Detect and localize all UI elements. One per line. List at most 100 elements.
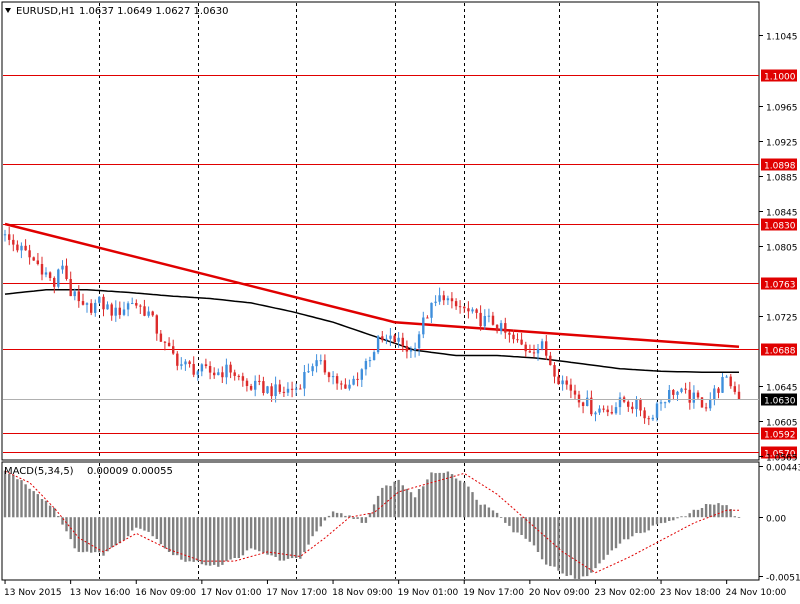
candle-body [368,360,372,362]
candle-body [565,380,568,385]
candle-body [413,348,417,350]
macd-bar [24,484,27,518]
level-label: 1.0898 [764,162,796,172]
macd-bar [143,517,146,531]
macd-bar [721,505,724,518]
candle-body [57,269,60,287]
macd-bar [163,517,167,549]
macd-bar [221,517,224,565]
candle-body [479,312,482,327]
candle-body [147,311,150,316]
candle-body [663,402,667,404]
candle-body [442,295,445,301]
candle-body [700,397,704,408]
macd-bar [40,499,44,518]
macd-bar [44,500,48,518]
macd-bar [520,517,523,535]
macd-bar [725,505,728,518]
candle-body [655,403,659,418]
macd-bar [668,517,671,521]
candle-body [520,339,523,345]
candle-body [3,234,7,236]
candle-body [340,383,343,385]
macd-bar [114,517,117,546]
candle-body [733,386,736,392]
candle-body [44,272,48,275]
candle-body [114,307,117,316]
candle-body [643,410,646,419]
candle-body [586,397,589,406]
candle-body [540,341,544,349]
macd-bar [401,485,404,518]
triangle-down-icon[interactable] [5,8,11,13]
candle-body [573,390,577,395]
level-label-bg [761,343,797,356]
macd-bar [422,486,425,518]
price-tick-label: 1.1045 [766,33,798,43]
candle-body [262,381,265,393]
macd-bar [590,517,593,573]
candle-body [684,388,687,390]
candle-body [233,372,236,376]
macd-bar [504,517,507,523]
macd-bar [561,517,564,574]
macd-bar [471,492,474,518]
macd-bar [53,507,56,518]
candle-body [696,392,700,398]
macd-bar [110,517,113,548]
macd-bar [692,509,695,518]
candle-body [245,380,249,386]
time-label: 19 Nov 17:00 [463,588,524,598]
downtrend-line[interactable] [4,222,740,349]
candle-body [471,309,474,312]
macd-bar [717,503,720,518]
macd-bar [737,517,741,518]
macd-bar [573,517,577,579]
macd-bar [405,488,409,518]
candle-body [98,296,101,303]
macd-bar [688,513,691,518]
macd-bar [340,513,343,518]
candle-body [311,366,314,372]
macd-tick-label: 0.00443 [766,464,800,474]
candle-body [237,375,240,377]
candle-body [704,407,708,409]
candle-body [417,334,421,349]
macd-bar [651,517,654,526]
candle-body [143,306,146,316]
level-label-bg [761,427,797,440]
candle-body [229,364,232,373]
macd-bar [241,517,245,556]
candle-body [159,333,163,342]
candle-body [446,298,450,301]
macd-bar [512,517,515,533]
price-candles [3,226,741,426]
macd-bar [729,509,732,518]
macd-bar [680,516,683,518]
candle-body [594,412,597,415]
time-label: 17 Nov 17:00 [266,588,327,598]
macd-bar [446,471,450,518]
macd-values: 0.00009 0.00055 [87,466,173,477]
macd-bar [540,517,544,560]
macd-bar [65,517,68,532]
candle-body [249,386,253,390]
candle-body [77,291,80,302]
macd-bar [352,517,355,519]
macd-bar [594,517,597,569]
macd-bar [426,479,429,518]
macd-bar [614,517,618,549]
candle-body [180,364,183,366]
macd-bar [659,517,663,524]
trend-line[interactable] [4,222,740,349]
candle-body [504,323,507,333]
macd-bar [151,517,154,537]
symbol-label: EURUSD,H1 [16,6,75,17]
candle-body [651,417,654,420]
price-tick-label: 1.0565 [766,454,798,464]
macd-bar [77,517,80,552]
candle-body [536,348,540,354]
macd-bar [155,517,158,539]
